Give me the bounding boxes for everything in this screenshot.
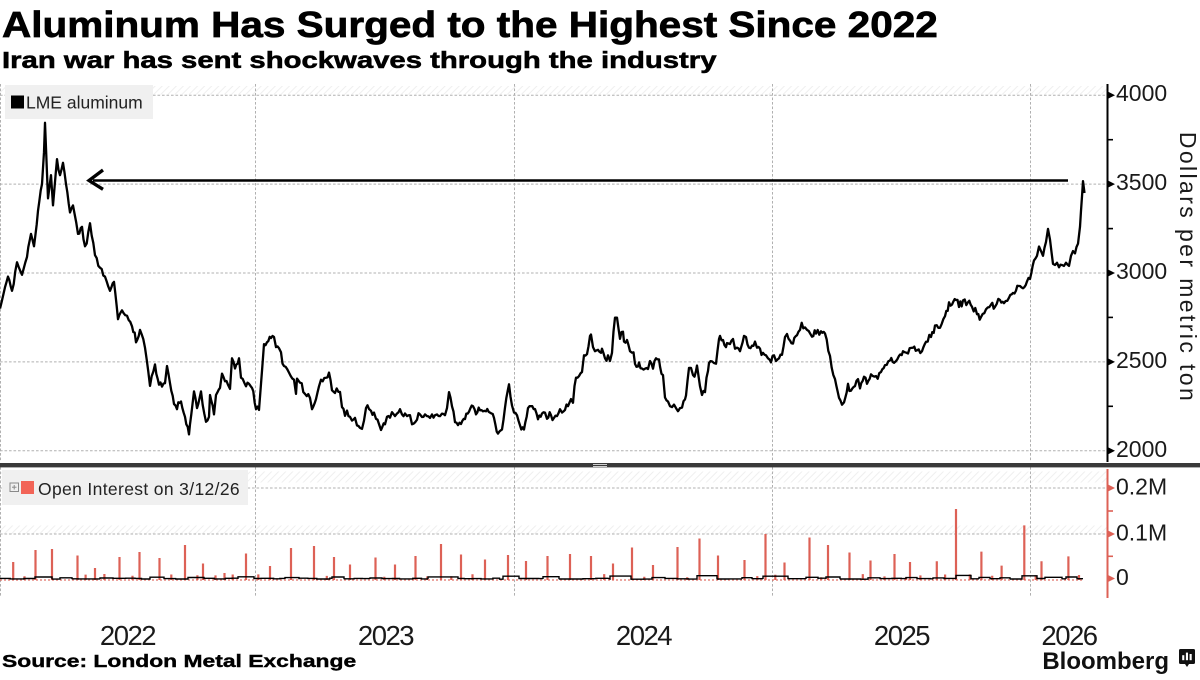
svg-text:2500: 2500 [1116,347,1167,373]
svg-text:4000: 4000 [1116,80,1167,106]
svg-text:LME aluminum: LME aluminum [26,93,143,113]
svg-text:3000: 3000 [1116,258,1167,284]
svg-text:0: 0 [1116,564,1129,590]
svg-text:2024: 2024 [616,620,672,651]
svg-text:Dollars per metric ton: Dollars per metric ton [1175,132,1200,403]
svg-text:2023: 2023 [358,620,414,651]
svg-text:2025: 2025 [874,620,930,651]
svg-text:Source: London Metal Exchange: Source: London Metal Exchange [2,651,356,671]
svg-text:Aluminum Has Surged to the Hig: Aluminum Has Surged to the Highest Since… [2,5,938,45]
svg-text:Bloomberg: Bloomberg [1042,648,1169,675]
svg-text:3500: 3500 [1116,169,1167,195]
svg-text:0.1M: 0.1M [1116,520,1167,546]
svg-text:Iran war has sent shockwaves t: Iran war has sent shockwaves through the… [2,47,717,74]
svg-text:0.2M: 0.2M [1116,474,1167,500]
svg-text:2022: 2022 [100,620,155,651]
svg-text:2000: 2000 [1116,436,1167,462]
svg-text:2026: 2026 [1041,620,1097,651]
svg-text:Open Interest on 3/12/26: Open Interest on 3/12/26 [38,479,240,499]
